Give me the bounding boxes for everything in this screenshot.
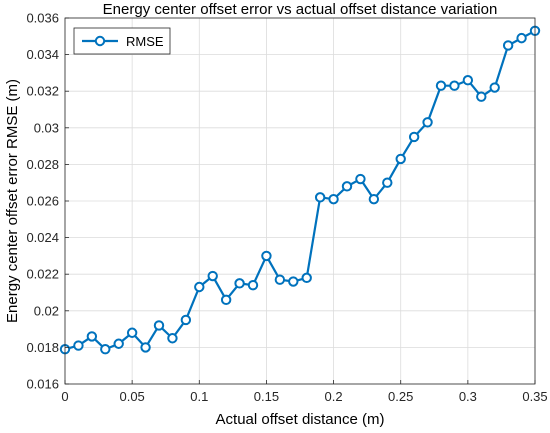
data-point: [502, 40, 514, 51]
y-tick-label: 0.02: [34, 303, 59, 318]
data-point: [355, 173, 366, 185]
y-tick-label: 0.016: [26, 377, 59, 392]
data-point: [167, 333, 178, 344]
y-tick-label: 0.034: [26, 47, 59, 62]
chart-title: Energy center offset error vs actual off…: [103, 1, 498, 18]
data-point: [395, 153, 406, 165]
legend-marker-swatch: [94, 35, 106, 47]
x-axis-label: Actual offset distance (m): [216, 411, 385, 428]
y-tick-label: 0.032: [26, 84, 59, 99]
y-tick-label: 0.026: [26, 194, 59, 209]
data-point: [516, 32, 527, 44]
series-group: [59, 25, 541, 355]
x-tick-label: 0: [61, 389, 68, 404]
data-point: [368, 193, 380, 205]
data-point: [207, 270, 218, 282]
data-point: [274, 274, 286, 285]
x-tick-label: 0.05: [119, 389, 144, 404]
data-point: [489, 82, 500, 93]
y-axis-ticks: 0.016 0.018 0.02 0.022 0.024 0.026 0.028 0.03 0.…: [26, 11, 69, 392]
y-tick-label: 0.03: [34, 120, 59, 135]
y-tick-label: 0.028: [26, 157, 59, 172]
data-point: [247, 279, 259, 291]
x-tick-label: 0.2: [325, 389, 343, 404]
data-point: [234, 278, 245, 289]
y-tick-label: 0.022: [26, 267, 59, 282]
data-point: [126, 327, 138, 338]
data-point: [476, 91, 487, 102]
data-point: [341, 181, 353, 192]
legend-label: RMSE: [126, 34, 164, 49]
data-point: [220, 294, 232, 306]
data-point: [261, 250, 272, 262]
y-tick-label: 0.036: [26, 11, 59, 26]
data-point: [301, 272, 312, 284]
x-tick-label: 0.35: [522, 389, 547, 404]
data-point: [86, 331, 98, 342]
data-point: [140, 342, 151, 353]
data-point: [180, 314, 192, 326]
data-point: [435, 80, 447, 91]
y-axis-label: Energy center offset error RMSE (m): [4, 79, 21, 323]
data-point: [113, 338, 124, 349]
data-point: [314, 192, 326, 203]
data-point: [408, 131, 420, 143]
data-point: [73, 340, 84, 351]
y-tick-label: 0.018: [26, 340, 59, 355]
data-point: [328, 193, 339, 205]
data-point: [288, 276, 299, 287]
x-tick-label: 0.1: [190, 389, 208, 404]
x-tick-label: 0.25: [388, 389, 413, 404]
data-point: [462, 75, 474, 86]
data-point: [422, 117, 433, 128]
data-point: [100, 344, 111, 355]
x-tick-label: 0.15: [254, 389, 279, 404]
data-point: [382, 177, 393, 188]
x-axis-ticks: 0 0.05 0.1 0.15 0.2 0.25 0.3 0.35: [61, 380, 548, 404]
data-point: [194, 281, 205, 293]
legend: RMSE: [73, 27, 171, 55]
data-point: [449, 80, 460, 91]
data-point: [153, 320, 165, 331]
x-tick-label: 0.3: [459, 389, 477, 404]
y-tick-label: 0.024: [26, 230, 59, 245]
